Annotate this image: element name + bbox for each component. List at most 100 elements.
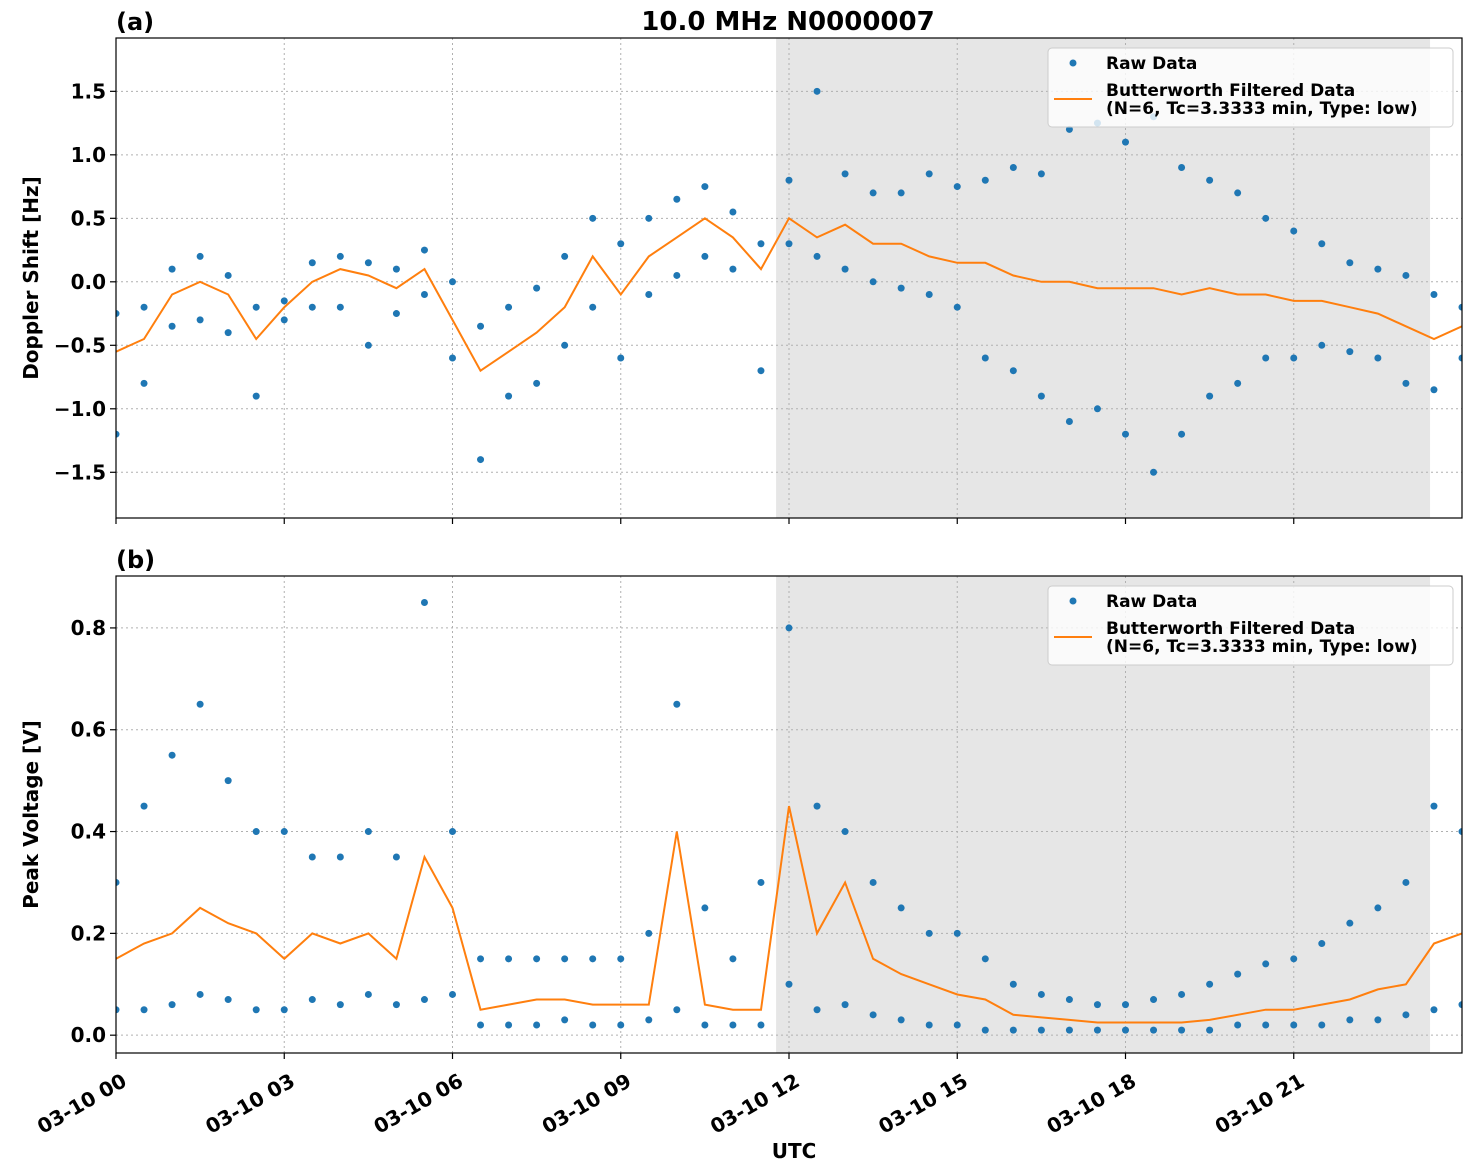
raw-point — [420, 598, 428, 606]
raw-point — [1374, 904, 1382, 912]
raw-point — [1065, 125, 1073, 133]
raw-point — [701, 904, 709, 912]
raw-point — [1374, 354, 1382, 362]
raw-point — [280, 316, 288, 324]
raw-point — [1402, 1011, 1410, 1019]
raw-point — [729, 208, 737, 216]
y-tick-label: 0.0 — [71, 1023, 106, 1047]
raw-point — [925, 1021, 933, 1029]
raw-point — [196, 252, 204, 260]
raw-point — [701, 1021, 709, 1029]
raw-point — [1458, 303, 1462, 311]
raw-point — [477, 1021, 485, 1029]
raw-point — [785, 980, 793, 988]
raw-point — [224, 777, 232, 785]
raw-point — [645, 929, 653, 937]
raw-point — [869, 878, 877, 886]
raw-point — [168, 1001, 176, 1009]
raw-point — [116, 1006, 120, 1014]
raw-point — [1206, 1026, 1214, 1034]
raw-point — [981, 955, 989, 963]
axes-frame — [115, 37, 1463, 519]
raw-point — [1318, 940, 1326, 948]
raw-point — [841, 170, 849, 178]
raw-point — [1402, 379, 1410, 387]
raw-point — [1318, 1021, 1326, 1029]
raw-point — [561, 252, 569, 260]
raw-point — [116, 430, 120, 438]
raw-point — [1262, 214, 1270, 222]
legend-label: Raw Data — [1106, 592, 1197, 612]
y-tick-label: 0.6 — [71, 718, 106, 742]
raw-point — [1346, 348, 1354, 356]
raw-point — [617, 1021, 625, 1029]
raw-point — [308, 996, 316, 1004]
raw-point — [869, 189, 877, 197]
raw-point — [869, 1011, 877, 1019]
raw-point — [1234, 1021, 1242, 1029]
raw-point — [1178, 430, 1186, 438]
raw-point — [897, 284, 905, 292]
raw-point — [1093, 405, 1101, 413]
legend-box — [1047, 47, 1454, 128]
panel: −1.5 −1.0 −0.5 0.0 0.5 1.0 1.5 (a) 10.0 MHz N000… — [19, 7, 1463, 524]
raw-point — [981, 1026, 989, 1034]
raw-point — [953, 183, 961, 191]
y-tick-label: 0.2 — [71, 921, 106, 945]
raw-point — [645, 214, 653, 222]
raw-point — [1009, 164, 1017, 172]
raw-point — [477, 955, 485, 963]
raw-point — [1290, 955, 1298, 963]
raw-point — [729, 955, 737, 963]
x-tick-label: 03-10 15 — [874, 1068, 972, 1138]
raw-point — [224, 329, 232, 337]
raw-point — [140, 379, 148, 387]
y-tick-label: 0.5 — [71, 206, 106, 230]
raw-point — [1009, 980, 1017, 988]
raw-point — [252, 392, 260, 400]
raw-point — [701, 183, 709, 191]
raw-point — [953, 929, 961, 937]
x-tick-label: 03-10 06 — [369, 1068, 467, 1138]
chart-title: 10.0 MHz N0000007 — [641, 7, 934, 37]
y-tick-label: 0.4 — [71, 820, 106, 844]
raw-point — [1206, 392, 1214, 400]
raw-point — [757, 1021, 765, 1029]
raw-point — [168, 265, 176, 273]
raw-point — [392, 1001, 400, 1009]
raw-point — [1346, 259, 1354, 267]
panel: 0.0 0.2 0.4 0.6 0.8 03-10 00 03-10 03 03-10 06 0… — [19, 546, 1463, 1163]
raw-point — [897, 189, 905, 197]
raw-point — [336, 853, 344, 861]
y-tick-label: −1.0 — [54, 397, 106, 421]
raw-point — [449, 354, 456, 362]
raw-point — [1374, 265, 1382, 273]
y-tick-label: 0.8 — [71, 616, 106, 640]
raw-point — [673, 271, 681, 279]
raw-point — [505, 392, 513, 400]
raw-point — [252, 828, 260, 836]
raw-point — [757, 367, 765, 375]
raw-point — [813, 252, 821, 260]
raw-point — [505, 1021, 513, 1029]
raw-point — [392, 310, 400, 318]
raw-point — [925, 170, 933, 178]
raw-point — [449, 828, 456, 836]
legend-marker — [1069, 59, 1077, 67]
raw-point — [589, 303, 597, 311]
raw-point — [757, 878, 765, 886]
filtered-line — [116, 216, 1462, 373]
raw-point — [477, 322, 485, 330]
raw-point — [617, 955, 625, 963]
raw-point — [1290, 227, 1298, 235]
raw-point — [589, 214, 597, 222]
raw-point — [420, 291, 428, 299]
raw-point — [561, 955, 569, 963]
raw-point — [224, 996, 232, 1004]
raw-point — [140, 1006, 148, 1014]
raw-point — [589, 955, 597, 963]
x-axis-label: UTC — [772, 1139, 817, 1163]
raw-point — [1065, 417, 1073, 425]
raw-point — [673, 195, 681, 203]
raw-point — [140, 303, 148, 311]
